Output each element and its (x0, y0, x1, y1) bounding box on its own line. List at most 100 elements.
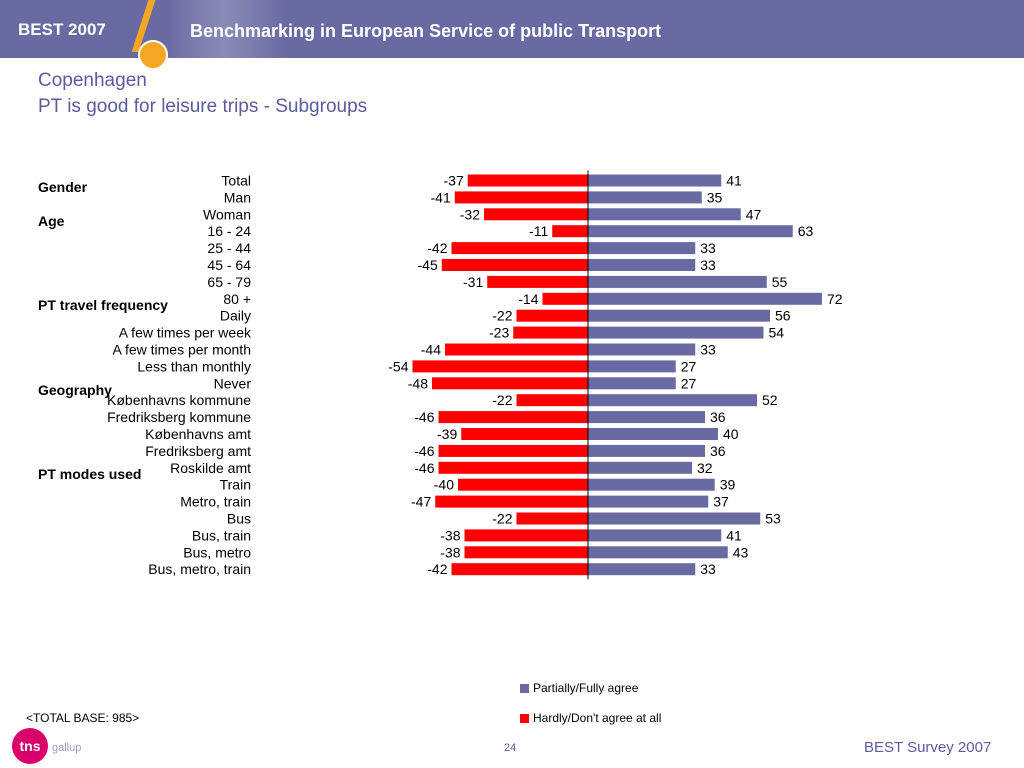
category-label: Roskilde amt (170, 460, 251, 476)
category-label: Københavns amt (145, 426, 251, 442)
data-label-disagree: -46 (414, 460, 434, 476)
data-label-agree: 33 (700, 257, 716, 273)
bar-disagree (432, 377, 588, 390)
bar-agree (588, 478, 715, 491)
data-label-disagree: -44 (421, 342, 441, 358)
data-label-agree: 37 (713, 494, 729, 510)
brand-label: BEST 2007 (18, 20, 106, 39)
bar-agree (588, 411, 705, 424)
category-label: Fredriksberg amt (145, 443, 251, 459)
category-label: 16 - 24 (207, 223, 251, 239)
legend-item-disagree: Hardly/Don't agree at all (520, 711, 661, 725)
bar-disagree (435, 495, 588, 508)
bar-disagree (542, 292, 588, 305)
data-label-disagree: -48 (408, 375, 428, 391)
category-label: A few times per week (119, 325, 252, 341)
data-label-disagree: -32 (460, 206, 480, 222)
data-label-agree: 54 (769, 325, 785, 341)
bar-agree (588, 225, 793, 238)
group-label: Geography (38, 381, 112, 398)
data-label-disagree: -22 (492, 308, 512, 324)
bar-agree (588, 394, 757, 407)
category-label: Total (221, 173, 251, 189)
gallup-logo-text: gallup (52, 742, 82, 754)
data-label-disagree: -42 (427, 240, 447, 256)
data-label-disagree: -31 (463, 274, 483, 290)
data-label-agree: 52 (762, 392, 778, 408)
bar-disagree (451, 242, 588, 255)
bar-agree (588, 343, 696, 356)
data-label-disagree: -39 (437, 426, 457, 442)
data-label-agree: 47 (746, 206, 762, 222)
bar-disagree (464, 546, 588, 559)
bar-disagree (438, 461, 588, 474)
bar-disagree (487, 275, 588, 288)
category-label: Daily (220, 308, 251, 324)
category-label: 65 - 79 (207, 274, 251, 290)
bar-disagree (461, 428, 588, 440)
bar-agree (588, 461, 692, 474)
bar-disagree (441, 259, 588, 271)
category-label: Train (220, 477, 251, 493)
bar-disagree (467, 174, 588, 187)
data-label-disagree: -37 (444, 173, 464, 189)
bar-agree (588, 444, 705, 457)
bar-agree (588, 326, 764, 339)
bar-disagree (412, 360, 588, 373)
data-label-disagree: -23 (489, 325, 509, 341)
data-label-disagree: -11 (529, 223, 548, 239)
group-label: PT modes used (38, 466, 142, 483)
data-label-disagree: -42 (427, 561, 447, 577)
header-bar: BEST 2007 Benchmarking in European Servi… (0, 0, 1024, 70)
total-base-note: <TOTAL BASE: 985> (26, 711, 140, 725)
category-label: Never (214, 375, 252, 391)
data-label-agree: 72 (827, 291, 843, 307)
bar-agree (588, 529, 722, 542)
category-label: Bus, metro, train (148, 561, 251, 577)
data-label-agree: 32 (697, 460, 713, 476)
data-label-agree: 56 (775, 308, 791, 324)
header-photo (165, 0, 285, 58)
data-label-disagree: -22 (492, 392, 512, 408)
data-label-agree: 36 (710, 409, 726, 425)
bar-disagree (464, 529, 588, 542)
data-label-agree: 41 (726, 527, 742, 543)
data-label-disagree: -38 (440, 527, 460, 543)
bar-agree (588, 360, 676, 373)
legend-swatch-disagree (520, 714, 529, 724)
bar-disagree (516, 512, 588, 525)
data-label-disagree: -41 (431, 189, 451, 205)
legend-swatch-agree (520, 684, 529, 694)
bar-disagree (552, 225, 588, 238)
category-label: A few times per month (112, 342, 251, 358)
data-label-disagree: -46 (414, 409, 434, 425)
bar-disagree (454, 191, 588, 204)
footer-survey-label: BEST Survey 2007 (864, 739, 992, 756)
data-label-agree: 33 (700, 561, 716, 577)
bar-agree (588, 275, 767, 288)
category-label: Bus (227, 511, 251, 527)
page-number: 24 (504, 742, 517, 754)
data-label-agree: 35 (707, 189, 723, 205)
bar-disagree (516, 394, 588, 407)
bar-agree (588, 563, 696, 576)
bar-disagree (445, 343, 588, 356)
legend-label-agree: Partially/Fully agree (533, 681, 639, 695)
category-label: Bus, train (192, 527, 251, 543)
category-label: 80 + (223, 291, 251, 307)
header-accent-dot (138, 40, 168, 70)
data-label-agree: 53 (765, 511, 781, 527)
data-label-disagree: -38 (440, 544, 460, 560)
category-label: Woman (203, 206, 251, 222)
data-label-agree: 40 (723, 426, 739, 442)
category-label: Metro, train (180, 494, 251, 510)
bar-agree (588, 242, 696, 255)
header-title: Benchmarking in European Service of publ… (190, 21, 662, 41)
bar-agree (588, 546, 728, 559)
bar-agree (588, 208, 741, 221)
group-label: Age (38, 212, 65, 229)
bar-disagree (438, 444, 588, 457)
data-label-disagree: -14 (518, 291, 538, 307)
data-label-disagree: -40 (434, 477, 454, 493)
